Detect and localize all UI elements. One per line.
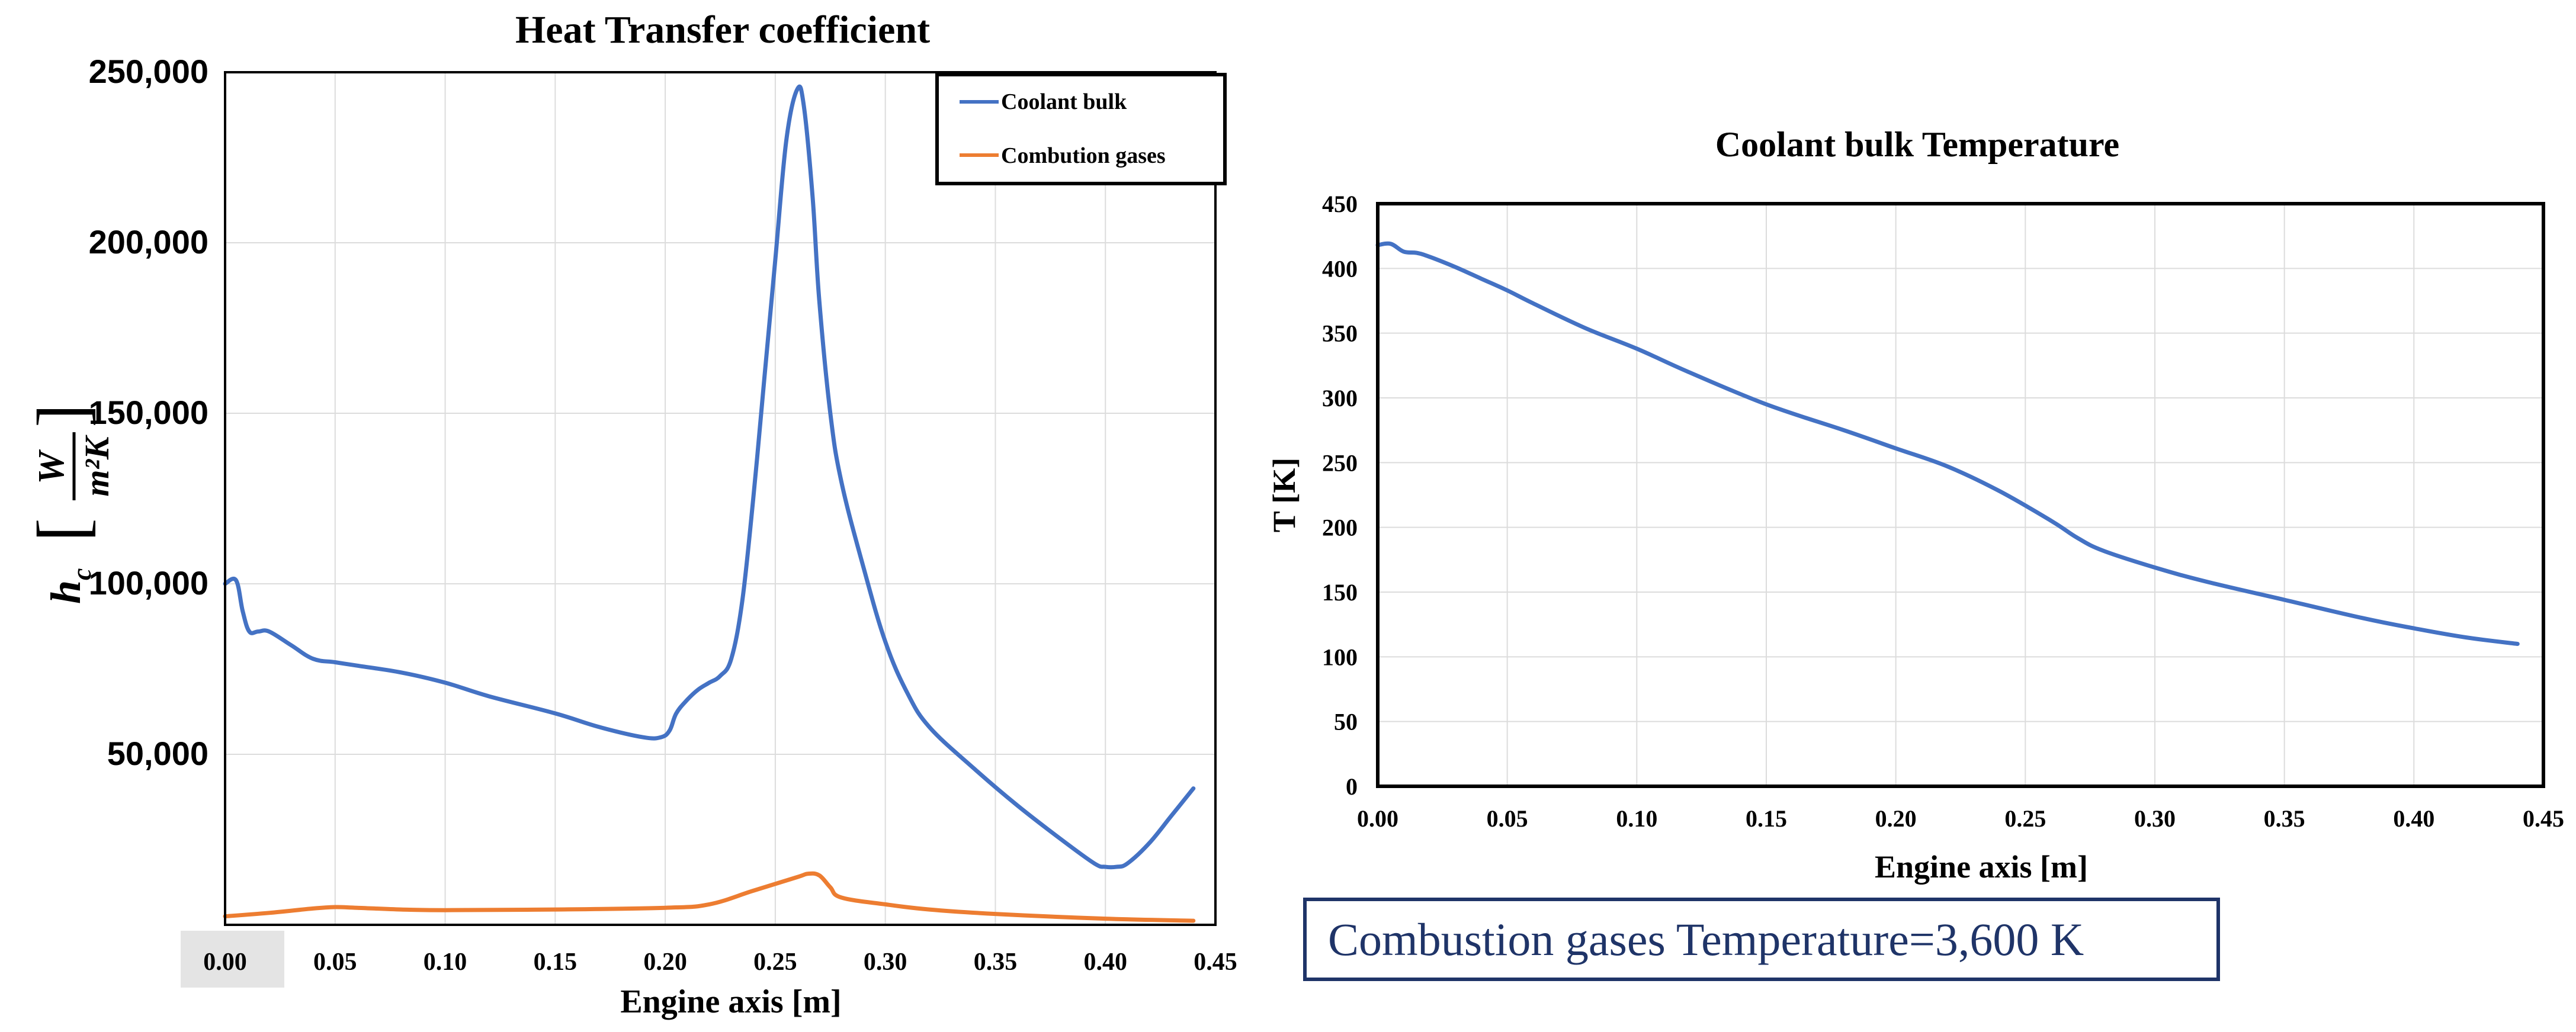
x-tick-label: 0.30 [864, 949, 907, 976]
y-tick-label: 300 [1322, 385, 1358, 411]
x-tick-label: 0.45 [2523, 805, 2564, 832]
y-tick-label: 50,000 [107, 735, 208, 772]
x-tick-label: 0.05 [1487, 805, 1528, 832]
heat-transfer-chart: Heat Transfer coefficient 0.00 0.05 0.10 0.… [23, 8, 1237, 1020]
x-tick-label: 0.35 [2264, 805, 2305, 832]
coolant-temperature-x-ticks: 0.00 0.05 0.10 0.15 0.20 0.25 0.30 0.35 0.40 0.45 [1357, 805, 2564, 832]
y-tick-label: 200 [1322, 515, 1358, 541]
y-tick-label: 250,000 [89, 53, 208, 90]
coolant-temperature-y-axis-label: T [K] [1266, 458, 1302, 533]
y-tick-label: 200,000 [89, 223, 208, 261]
heat-transfer-series [223, 84, 1196, 923]
heat-transfer-chart-title: Heat Transfer coefficient [515, 8, 930, 52]
heat-transfer-x-ticks: 0.00 0.05 0.10 0.15 0.20 0.25 0.30 0.35 0.40 0.45 [181, 931, 1237, 988]
x-tick-origin-highlight [181, 931, 284, 988]
x-tick-label: 0.05 [313, 949, 357, 976]
coolant-temperature-x-axis-label: Engine axis [m] [1875, 849, 2088, 885]
x-tick-label: 0.25 [753, 949, 797, 976]
y-tick-label: 400 [1322, 255, 1358, 282]
coolant-temperature-y-ticks: 0 50 100 150 200 250 300 350 400 450 [1322, 191, 1358, 800]
right-bracket: ] [23, 404, 101, 427]
y-tick-label: 150,000 [89, 394, 208, 431]
x-tick-label: 0.00 [203, 949, 247, 976]
heat-transfer-gridlines [225, 72, 1215, 925]
y-tick-label: 100,000 [89, 564, 208, 602]
x-tick-label: 0.20 [1875, 805, 1917, 832]
series-line-combustion-gases [223, 871, 1196, 923]
heat-transfer-y-axis-label: hc [ W m²K ] [23, 404, 116, 604]
legend-label-combustion-gases: Combution gases [1001, 143, 1166, 168]
y-tick-label: 250 [1322, 449, 1358, 476]
x-tick-label: 0.35 [974, 949, 1018, 976]
x-tick-label: 0.15 [1746, 805, 1787, 832]
x-tick-label: 0.20 [643, 949, 687, 976]
x-tick-label: 0.30 [2134, 805, 2176, 832]
heat-transfer-y-ticks: 50,000 100,000 150,000 200,000 250,000 [89, 53, 208, 772]
hc-symbol: hc [42, 568, 97, 604]
x-tick-label: 0.40 [2393, 805, 2434, 832]
x-tick-label: 0.10 [424, 949, 467, 976]
y-tick-label: 150 [1322, 579, 1358, 606]
coolant-temperature-plot-frame [1376, 202, 2545, 788]
coolant-temperature-gridlines [1378, 204, 2543, 786]
coolant-temperature-chart: Coolant bulk Temperature 0.00 0.05 0.10 0.1… [1266, 125, 2564, 885]
x-tick-label: 0.15 [534, 949, 578, 976]
heat-transfer-plot-frame [224, 71, 1217, 926]
y-tick-label: 100 [1322, 644, 1358, 670]
y-tick-label: 50 [1334, 709, 1358, 735]
unit-denominator: m²K [78, 435, 116, 497]
left-bracket: [ [23, 518, 101, 542]
y-tick-label: 450 [1322, 191, 1358, 217]
series-line-coolant-bulk [223, 84, 1196, 870]
series-line-coolant-bulk-temperature [1375, 241, 2520, 646]
legend-label-coolant-bulk: Coolant bulk [1001, 89, 1127, 114]
coolant-temperature-series [1375, 241, 2520, 646]
x-tick-label: 0.40 [1083, 949, 1127, 976]
legend-box [935, 73, 1227, 185]
x-tick-label: 0.25 [2004, 805, 2046, 832]
y-tick-label: 350 [1322, 320, 1358, 347]
combustion-temperature-note-text: Combustion gases Temperature=3,600 K [1328, 913, 2084, 965]
coolant-temperature-chart-title: Coolant bulk Temperature [1715, 125, 2119, 164]
combustion-temperature-note: Combustion gases Temperature=3,600 K [1303, 898, 2220, 981]
x-tick-label: 0.10 [1616, 805, 1657, 832]
heat-transfer-x-axis-label: Engine axis [m] [620, 983, 841, 1020]
y-tick-label: 0 [1346, 773, 1358, 800]
heat-transfer-legend: Coolant bulk Combution gases [935, 73, 1227, 185]
unit-numerator: W [31, 449, 72, 484]
x-tick-label: 0.00 [1357, 805, 1398, 832]
x-tick-label: 0.45 [1194, 949, 1237, 976]
